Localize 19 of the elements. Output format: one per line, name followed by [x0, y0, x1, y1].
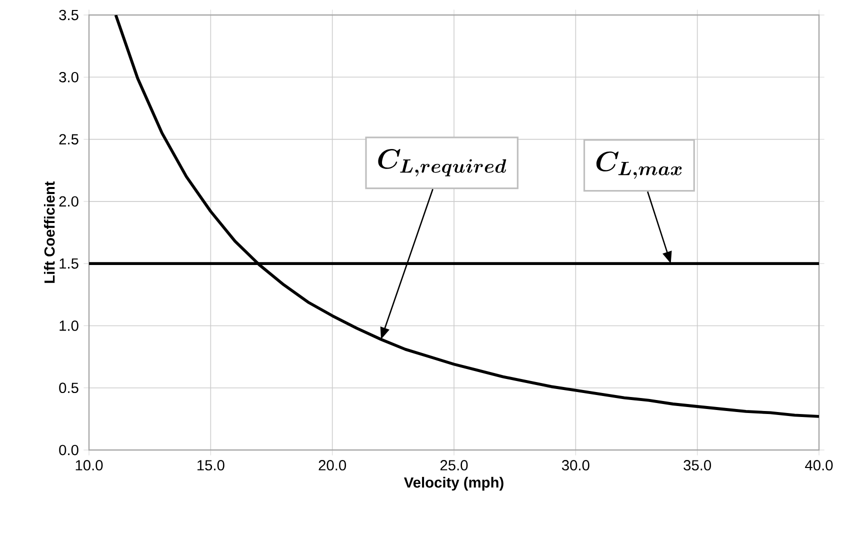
y-tick-label: 0.0: [59, 444, 78, 456]
y-tick-label: 2.0: [59, 196, 78, 207]
x-tick-label: 15.0: [198, 460, 224, 470]
y-tick-label: 1.0: [60, 320, 78, 331]
y-tick-label: 3.5: [59, 10, 78, 20]
y-tick-label: 3.0: [59, 72, 78, 82]
x-tick-label: 20.0: [318, 460, 346, 470]
x-axis-title: Velocity (mph): [404, 476, 504, 491]
y-axis-title: Lift Coefficient: [44, 181, 55, 283]
x-tick-label: 35.0: [684, 460, 712, 470]
y-tick-label: 2.5: [59, 134, 78, 144]
annotation: $\bm{C_{L,required}}$: [378, 149, 506, 176]
x-tick-label: 30.0: [562, 460, 590, 470]
annotation: $\bm{C_{L,max}}$: [596, 152, 682, 179]
x-tick-label: 40.0: [805, 460, 833, 470]
y-tick-label: 0.5: [59, 382, 78, 394]
y-tick-label: 1.5: [60, 258, 78, 269]
x-tick-label: 25.0: [440, 460, 468, 470]
x-tick-label: 10.0: [76, 460, 103, 470]
